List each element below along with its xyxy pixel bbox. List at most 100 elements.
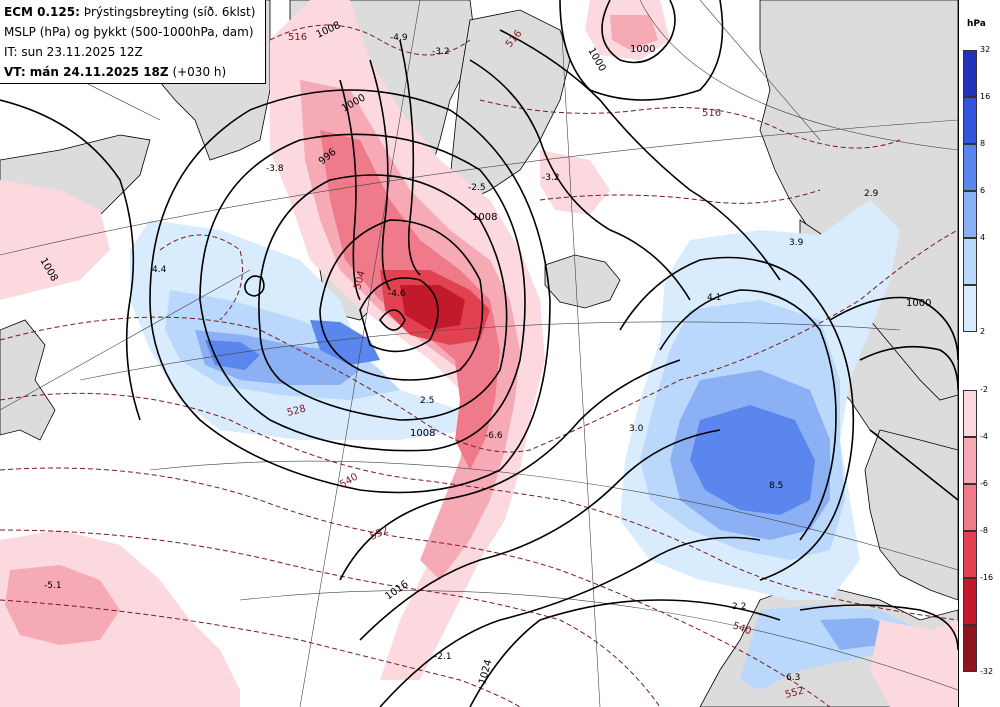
fall-area-core-deep <box>400 285 465 330</box>
change-label: -6.6 <box>485 431 503 441</box>
change-label: 4.1 <box>707 293 721 303</box>
legend-tick-label: -4 <box>980 432 988 441</box>
weather-map: 1008 1000 996 1000 1008 1008 1016 1024 1… <box>0 0 959 707</box>
change-label: 3.9 <box>789 238 804 248</box>
pressure-change-labels: -4.9 -3.2 -3.8 4.4 -2.5 -4.6 -3.2 -5.1 2… <box>44 33 879 683</box>
fall-area-southwest-mid <box>5 565 120 645</box>
legend-tick-label: 32 <box>980 45 991 54</box>
change-label: -3.8 <box>266 164 284 174</box>
change-label: 2.5 <box>420 396 434 406</box>
legend-swatch <box>963 50 977 97</box>
isobar-greenland-2 <box>369 59 391 291</box>
pressure-rise-layer <box>130 200 920 690</box>
fall-area-iceland-east <box>540 150 610 215</box>
latitude-line-3 <box>149 460 958 571</box>
isobar-low-6 <box>149 89 551 494</box>
isobar-low-5 <box>199 133 526 452</box>
legend-swatch <box>963 191 977 238</box>
legend-tick-label: 2 <box>980 327 986 336</box>
graticule <box>0 0 958 707</box>
legend-tick-label: -32 <box>980 667 994 676</box>
isobar-far-east <box>869 429 958 501</box>
isobar-east-3 <box>829 296 958 361</box>
init-time: IT: sun 23.11.2025 12Z <box>4 45 143 59</box>
forecast-hour: (+030 h) <box>172 65 227 79</box>
rise-area-europe-core <box>690 405 815 515</box>
legend-swatch <box>963 144 977 191</box>
change-label: 4.4 <box>152 265 167 275</box>
longitude-line-4 <box>699 0 821 141</box>
change-label: -3.2 <box>432 47 450 57</box>
legend-swatch <box>963 390 977 437</box>
valid-time-line: VT: mán 24.11.2025 18Z (+030 h) <box>4 62 265 82</box>
model-name: ECM 0.125: <box>4 5 80 19</box>
thickness-label: 504 <box>352 269 368 290</box>
change-label: 2.9 <box>864 189 879 199</box>
isobar-arctic-2 <box>499 29 781 281</box>
legend-swatch <box>963 285 977 332</box>
thickness-line-8 <box>539 189 821 204</box>
change-label: 2.2 <box>732 602 746 612</box>
isobar-greenland-1 <box>339 79 361 301</box>
legend-swatch <box>963 484 977 531</box>
isobar-north-2 <box>559 0 724 101</box>
isobar-north <box>601 0 676 64</box>
change-label: -3.2 <box>542 173 560 183</box>
isobar-low-3 <box>319 219 484 381</box>
isobar-south-east <box>799 604 958 651</box>
latitude-line-4 <box>239 590 958 691</box>
isobar-label: 1008 <box>410 428 435 439</box>
thickness-label: 552 <box>369 525 391 543</box>
fall-area-southeast <box>870 620 958 707</box>
thickness-label: 516 <box>702 108 721 119</box>
isobar-low-center-1 <box>378 309 406 331</box>
isobar-east-1 <box>619 256 855 581</box>
change-label: -4.9 <box>390 33 408 43</box>
land-labrador <box>0 319 56 441</box>
longitude-line-1 <box>0 269 251 411</box>
isobar-east-2 <box>659 289 837 541</box>
change-label: -2.5 <box>468 183 486 193</box>
isobar-greenland-3 <box>399 39 421 276</box>
thickness-line-5 <box>0 529 661 707</box>
thickness-line-4 <box>0 467 831 707</box>
legend-swatch <box>963 578 977 625</box>
fall-area-west <box>0 180 110 300</box>
isobar-low-4 <box>258 174 508 421</box>
thickness-line-3 <box>0 392 958 621</box>
isobar-arctic-1 <box>469 59 691 301</box>
arc-north <box>639 0 958 151</box>
change-label: -2.1 <box>434 652 452 662</box>
legend-swatch <box>963 238 977 285</box>
title-line: ECM 0.125: Þrýstingsbreyting (síð. 6klst… <box>4 2 265 22</box>
isobar-south-1 <box>339 359 681 581</box>
land-svalbard-arctic <box>449 9 571 201</box>
longitude-line-2 <box>299 0 421 707</box>
legend-tick-label: -6 <box>980 479 988 488</box>
isobar-label: 1000 <box>630 44 655 55</box>
thickness-label: 516 <box>288 32 307 43</box>
fall-area-north-mid <box>610 15 658 50</box>
isobar-south-4 <box>469 599 781 707</box>
legend-unit: hPa <box>967 19 986 29</box>
longitude-line-3 <box>559 0 601 707</box>
change-label: -5.1 <box>44 581 62 591</box>
legend-tick-label: -2 <box>980 385 988 394</box>
isobar-label: 1000 <box>906 298 931 309</box>
isobar-east-4 <box>859 345 958 391</box>
isobar-south-3 <box>379 536 761 707</box>
thickness-line-6 <box>0 599 521 707</box>
land-iceland <box>544 254 621 309</box>
thickness-line-9 <box>159 234 243 321</box>
rise-area-core-greenland-tip <box>310 320 380 365</box>
info-box: ECM 0.125: Þrýstingsbreyting (síð. 6klst… <box>0 0 266 84</box>
legend-swatch <box>963 437 977 484</box>
isobar-small-loop <box>244 275 265 297</box>
legend-tick-label: 16 <box>980 92 991 101</box>
legend-tick-label: -8 <box>980 526 988 535</box>
legend-swatch <box>963 625 977 672</box>
legend-swatch <box>963 531 977 578</box>
thickness-line-2 <box>0 229 958 453</box>
isobar-south-2 <box>359 429 721 641</box>
thickness-line-1 <box>269 24 471 56</box>
